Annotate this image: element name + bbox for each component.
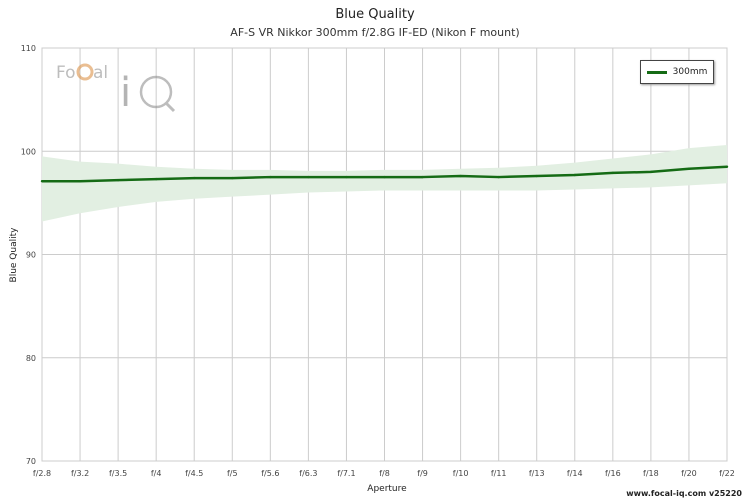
- legend-swatch: [646, 70, 667, 74]
- focal-iq-logo: Fo al i: [56, 63, 176, 116]
- x-tick-label: f/4: [151, 469, 162, 478]
- x-tick-label: f/10: [453, 469, 469, 478]
- data-point: [421, 175, 424, 179]
- x-tick-label: f/18: [643, 469, 659, 478]
- x-tick-label: f/13: [529, 469, 545, 478]
- legend-label: 300mm: [672, 67, 708, 77]
- x-tick-label: f/16: [605, 469, 621, 478]
- data-point: [307, 175, 310, 179]
- data-point: [687, 167, 691, 171]
- data-point: [611, 171, 615, 175]
- data-point: [383, 175, 386, 179]
- x-tick-label: f/3.2: [71, 469, 89, 478]
- y-tick-label: 90: [26, 251, 36, 260]
- x-tick-label: f/7.1: [337, 469, 355, 478]
- svg-text:al: al: [93, 63, 108, 83]
- data-point: [345, 175, 348, 179]
- data-point: [193, 176, 196, 180]
- y-tick-label: 100: [21, 147, 36, 156]
- footer-credit: www.focal-iq.com v25220: [626, 489, 742, 498]
- x-tick-label: f/5: [227, 469, 238, 478]
- svg-text:Fo: Fo: [56, 63, 76, 83]
- data-point: [154, 177, 158, 181]
- x-tick-label: f/11: [491, 469, 507, 478]
- data-point: [269, 175, 272, 179]
- data-point: [78, 179, 82, 183]
- x-tick-label: f/5.6: [261, 469, 279, 478]
- x-axis-label: Aperture: [367, 484, 407, 494]
- y-tick-label: 70: [26, 457, 36, 466]
- data-point: [231, 176, 234, 180]
- chart-title: Blue Quality: [335, 7, 415, 22]
- chart-legend: 300mm: [640, 60, 714, 84]
- x-tick-label: f/22: [719, 469, 735, 478]
- x-tick-label: f/4.5: [185, 469, 203, 478]
- data-point: [649, 170, 653, 174]
- y-tick-label: 80: [26, 354, 36, 363]
- x-tick-label: f/2.8: [33, 469, 51, 478]
- x-tick-label: f/20: [681, 469, 697, 478]
- data-point: [725, 165, 729, 168]
- y-axis-label: Blue Quality: [9, 227, 19, 283]
- data-point: [459, 174, 462, 178]
- x-tick-label: f/9: [417, 469, 428, 478]
- x-tick-label: f/8: [379, 469, 390, 478]
- svg-text:i: i: [120, 70, 131, 116]
- data-point: [497, 175, 500, 179]
- x-tick-label: f/6.3: [299, 469, 317, 478]
- y-tick-label: 110: [21, 44, 36, 53]
- data-point: [535, 174, 538, 178]
- series-band: [42, 145, 727, 222]
- chart-subtitle: AF-S VR Nikkor 300mm f/2.8G IF-ED (Nikon…: [230, 26, 520, 39]
- data-point: [116, 178, 120, 182]
- data-point: [40, 179, 44, 183]
- x-tick-label: f/3.5: [109, 469, 127, 478]
- data-point: [573, 173, 576, 177]
- x-tick-label: f/14: [567, 469, 583, 478]
